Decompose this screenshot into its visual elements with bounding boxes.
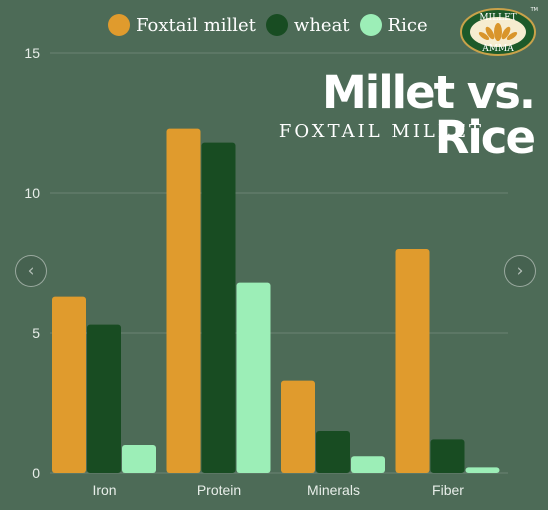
x-tick-label: Fiber: [432, 482, 464, 498]
bar-rice-protein: [236, 282, 271, 473]
legend-item-rice: Rice: [359, 14, 428, 36]
x-tick-label: Iron: [92, 482, 116, 498]
previous-slide-button[interactable]: ‹: [15, 255, 47, 287]
chevron-right-icon: ›: [516, 261, 524, 281]
millet-amma-logo: MILLET AMMA TM: [460, 7, 538, 56]
legend-item-wheat: wheat: [265, 14, 350, 36]
bar-rice-fiber: [465, 467, 500, 473]
x-axis-ticks: Iron Protein Minerals Fiber: [92, 482, 464, 498]
y-tick-label: 5: [32, 325, 40, 341]
legend: Foxtail millet wheat Rice: [108, 14, 428, 36]
legend-item-foxtail-millet: Foxtail millet: [108, 14, 256, 36]
next-slide-button[interactable]: ›: [504, 255, 536, 287]
bar-foxtail-millet-iron: [52, 296, 86, 473]
x-tick-label: Minerals: [307, 482, 360, 498]
chart-title: Millet vs. Rice: [322, 66, 536, 164]
bar-foxtail-millet-minerals: [281, 380, 315, 473]
wheat-grain-icon: [478, 23, 518, 41]
bar-wheat-protein: [201, 142, 236, 473]
x-tick-label: Protein: [197, 482, 241, 498]
bar-wheat-iron: [87, 324, 121, 473]
y-tick-label: 0: [32, 465, 40, 481]
chart-subtitle: FOXTAIL MILLET: [278, 121, 484, 142]
bar-rice-iron: [122, 445, 156, 473]
y-axis-ticks: 0 5 10 15: [24, 45, 40, 481]
bar-foxtail-millet-protein: [166, 128, 201, 473]
legend-swatch-rice: [359, 14, 382, 36]
logo-bottom-text: AMMA: [481, 44, 514, 54]
legend-label-wheat: wheat: [293, 14, 350, 36]
y-tick-label: 10: [24, 185, 40, 201]
bar-wheat-minerals: [316, 431, 350, 473]
bars: [52, 128, 500, 473]
logo-top-text: MILLET: [479, 13, 516, 23]
legend-swatch-foxtail-millet: [108, 14, 130, 36]
legend-label-rice: Rice: [387, 14, 428, 36]
legend-label-foxtail-millet: Foxtail millet: [136, 14, 256, 36]
chevron-left-icon: ‹: [27, 261, 35, 281]
bar-foxtail-millet-fiber: [395, 249, 430, 473]
logo-trademark: TM: [530, 7, 538, 13]
bar-wheat-fiber: [430, 439, 465, 473]
grid-lines: [50, 52, 508, 474]
y-tick-label: 15: [24, 45, 40, 61]
bar-rice-minerals: [351, 456, 385, 473]
legend-swatch-wheat: [265, 14, 288, 36]
